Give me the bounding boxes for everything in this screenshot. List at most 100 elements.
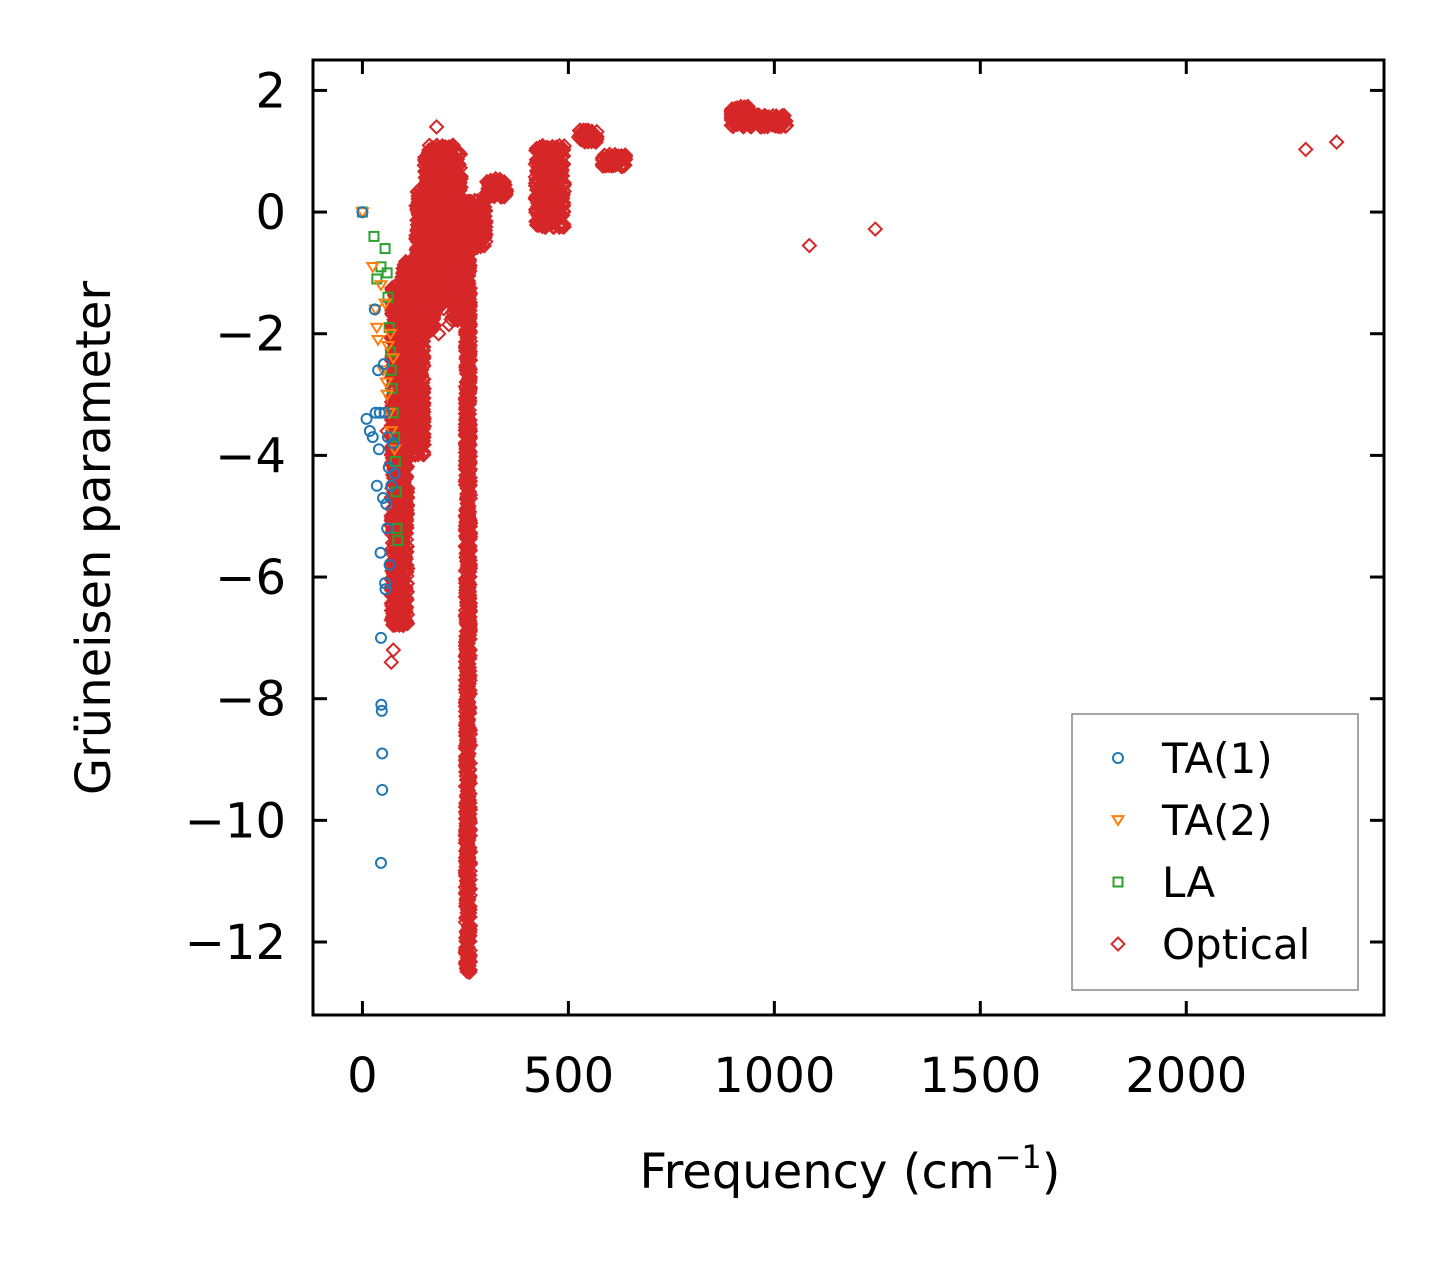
data-point bbox=[458, 831, 474, 848]
data-point bbox=[459, 453, 476, 470]
data-point bbox=[391, 505, 408, 522]
data-point bbox=[457, 945, 474, 962]
data-point bbox=[409, 431, 426, 448]
data-point bbox=[458, 819, 475, 836]
data-point bbox=[472, 206, 489, 222]
data-point bbox=[460, 830, 477, 847]
data-point bbox=[459, 541, 476, 557]
data-point bbox=[411, 358, 428, 375]
data-point bbox=[459, 246, 475, 263]
data-point bbox=[392, 611, 409, 628]
data-point bbox=[437, 186, 454, 203]
data-point bbox=[459, 264, 476, 281]
data-point bbox=[476, 211, 492, 228]
data-point bbox=[407, 360, 424, 377]
data-point bbox=[399, 347, 416, 364]
data-point bbox=[459, 394, 476, 411]
data-point bbox=[458, 553, 475, 570]
data-point bbox=[395, 380, 412, 397]
data-point bbox=[461, 731, 478, 747]
data-point bbox=[398, 402, 414, 419]
series-optical bbox=[379, 98, 1345, 981]
data-point bbox=[476, 237, 493, 254]
data-point bbox=[461, 529, 478, 546]
data-point bbox=[394, 444, 411, 461]
data-point bbox=[459, 746, 476, 762]
data-point bbox=[445, 310, 462, 327]
data-point bbox=[460, 898, 477, 915]
data-point bbox=[459, 963, 476, 980]
data-point bbox=[461, 514, 478, 531]
data-point bbox=[415, 371, 431, 388]
data-point bbox=[461, 313, 478, 330]
data-point bbox=[387, 478, 404, 495]
data-point bbox=[458, 438, 474, 455]
data-point bbox=[462, 623, 479, 640]
data-point bbox=[462, 962, 479, 979]
data-point bbox=[458, 276, 475, 293]
data-point bbox=[459, 779, 476, 796]
data-point bbox=[461, 510, 478, 527]
data-point bbox=[395, 421, 412, 438]
data-point bbox=[458, 834, 475, 851]
data-point bbox=[457, 226, 474, 243]
data-point bbox=[385, 576, 401, 593]
data-point bbox=[457, 703, 474, 720]
data-point bbox=[414, 436, 430, 453]
data-point bbox=[458, 233, 475, 249]
data-point bbox=[461, 601, 478, 618]
data-point bbox=[394, 327, 411, 344]
data-point bbox=[436, 149, 452, 166]
data-point bbox=[416, 411, 433, 427]
data-point bbox=[459, 642, 476, 659]
data-point bbox=[397, 372, 413, 389]
data-point bbox=[457, 885, 474, 902]
data-point bbox=[458, 867, 475, 883]
data-point bbox=[443, 285, 460, 302]
data-point bbox=[457, 390, 474, 406]
data-point bbox=[461, 452, 478, 469]
data-point bbox=[457, 337, 474, 354]
data-point bbox=[392, 523, 408, 540]
data-point bbox=[458, 759, 475, 776]
data-point bbox=[395, 274, 412, 291]
data-point bbox=[425, 223, 442, 240]
data-point bbox=[458, 447, 475, 464]
data-point bbox=[432, 160, 449, 177]
data-point bbox=[458, 584, 474, 601]
data-point bbox=[462, 909, 478, 925]
data-point bbox=[398, 592, 415, 608]
data-point bbox=[446, 170, 463, 187]
data-point bbox=[459, 929, 476, 945]
data-point bbox=[407, 334, 424, 351]
data-point bbox=[403, 362, 419, 378]
data-point bbox=[398, 551, 415, 567]
data-point bbox=[434, 174, 451, 191]
data-point bbox=[462, 642, 478, 658]
data-point bbox=[433, 228, 450, 245]
data-point bbox=[459, 623, 476, 640]
data-point bbox=[458, 892, 475, 909]
data-point bbox=[387, 575, 404, 592]
data-point bbox=[423, 251, 440, 268]
data-point bbox=[419, 275, 436, 292]
data-point bbox=[426, 244, 443, 261]
data-point bbox=[460, 849, 477, 865]
data-point bbox=[460, 497, 477, 514]
data-point bbox=[459, 674, 476, 691]
data-point bbox=[457, 264, 474, 281]
data-point bbox=[458, 250, 475, 267]
data-point bbox=[459, 423, 475, 439]
data-point bbox=[385, 505, 402, 522]
data-point bbox=[460, 932, 476, 949]
data-point bbox=[460, 771, 476, 787]
data-point bbox=[389, 603, 406, 620]
data-point bbox=[458, 864, 475, 881]
data-point bbox=[458, 663, 475, 680]
data-point bbox=[459, 557, 476, 574]
data-point bbox=[459, 812, 476, 829]
data-point bbox=[458, 458, 475, 475]
data-point bbox=[460, 357, 477, 374]
